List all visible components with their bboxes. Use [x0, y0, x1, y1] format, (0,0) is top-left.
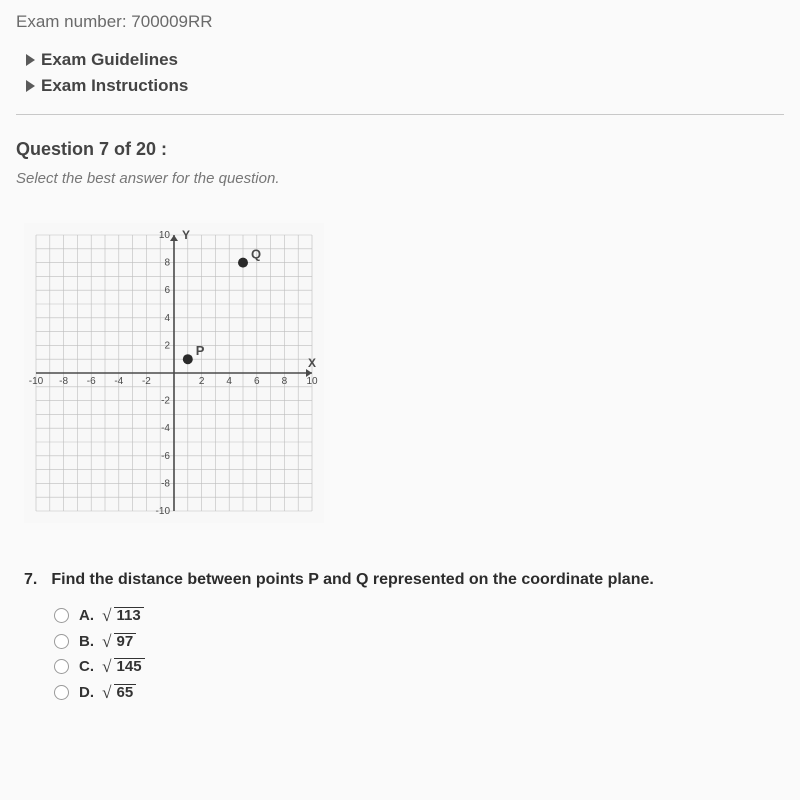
option-letter: B. — [79, 633, 94, 650]
radio-icon — [54, 608, 69, 623]
question-text-row: 7. Find the distance between points P an… — [24, 571, 784, 589]
option-c[interactable]: C. √145 — [54, 658, 784, 676]
question-instruction: Select the best answer for the question. — [16, 170, 784, 187]
svg-text:8: 8 — [164, 258, 170, 269]
option-label: C. √145 — [79, 658, 145, 676]
svg-text:-8: -8 — [59, 376, 68, 387]
graph-svg: -10 -10 -8 -8 -6 -6 -4 -4 -2 -2 2 2 4 4 6 6 8 8 10 10 X Y P Q — [24, 223, 324, 523]
radicand: 97 — [114, 633, 137, 651]
svg-text:Q: Q — [251, 247, 261, 262]
svg-text:-2: -2 — [161, 396, 170, 407]
radicand: 113 — [114, 607, 144, 625]
question-number: 7. — [24, 571, 37, 589]
svg-text:-2: -2 — [142, 376, 151, 387]
guidelines-label: Exam Guidelines — [41, 50, 178, 70]
option-d[interactable]: D. √65 — [54, 684, 784, 702]
svg-text:4: 4 — [226, 376, 232, 387]
coordinate-graph: -10 -10 -8 -8 -6 -6 -4 -4 -2 -2 2 2 4 4 6 6 8 8 10 10 X Y P Q — [24, 223, 324, 523]
svg-text:8: 8 — [282, 376, 288, 387]
svg-text:10: 10 — [159, 230, 171, 241]
svg-text:6: 6 — [254, 376, 260, 387]
svg-text:-6: -6 — [87, 376, 96, 387]
exam-number: Exam number: 700009RR — [16, 12, 784, 32]
option-letter: D. — [79, 684, 94, 701]
svg-text:-4: -4 — [161, 423, 170, 434]
question-counter: Question 7 of 20 : — [16, 139, 784, 160]
radio-icon — [54, 634, 69, 649]
svg-text:6: 6 — [164, 285, 170, 296]
svg-text:-10: -10 — [29, 376, 44, 387]
option-letter: A. — [79, 607, 94, 624]
exam-number-label: Exam number: — [16, 12, 127, 31]
answer-options: A. √113 B. √97 C. √145 D. √65 — [54, 607, 784, 701]
section-divider — [16, 114, 784, 115]
question-body: Find the distance between points P and Q… — [51, 571, 653, 589]
svg-text:-10: -10 — [156, 506, 171, 517]
radicand: 65 — [114, 684, 137, 702]
option-label: D. √65 — [79, 684, 136, 702]
svg-text:4: 4 — [164, 313, 170, 324]
sqrt-icon: √113 — [102, 607, 144, 625]
sqrt-icon: √97 — [102, 633, 136, 651]
svg-text:2: 2 — [164, 340, 170, 351]
svg-text:-4: -4 — [114, 376, 123, 387]
exam-guidelines-toggle[interactable]: Exam Guidelines — [26, 50, 784, 70]
option-letter: C. — [79, 658, 94, 675]
sqrt-icon: √145 — [102, 658, 144, 676]
radio-icon — [54, 659, 69, 674]
svg-text:Y: Y — [182, 228, 190, 242]
svg-text:P: P — [196, 343, 205, 358]
exam-page: Exam number: 700009RR Exam Guidelines Ex… — [0, 0, 800, 800]
triangle-right-icon — [26, 54, 35, 66]
option-a[interactable]: A. √113 — [54, 607, 784, 625]
sqrt-icon: √65 — [102, 684, 136, 702]
option-b[interactable]: B. √97 — [54, 633, 784, 651]
svg-text:2: 2 — [199, 376, 205, 387]
instructions-label: Exam Instructions — [41, 76, 188, 96]
svg-text:X: X — [308, 356, 316, 370]
radio-icon — [54, 685, 69, 700]
svg-text:10: 10 — [306, 376, 318, 387]
svg-text:-8: -8 — [161, 478, 170, 489]
exam-number-value: 700009RR — [131, 12, 212, 31]
option-label: B. √97 — [79, 633, 136, 651]
triangle-right-icon — [26, 80, 35, 92]
svg-text:-6: -6 — [161, 451, 170, 462]
exam-instructions-toggle[interactable]: Exam Instructions — [26, 76, 784, 96]
option-label: A. √113 — [79, 607, 144, 625]
radicand: 145 — [114, 658, 145, 676]
